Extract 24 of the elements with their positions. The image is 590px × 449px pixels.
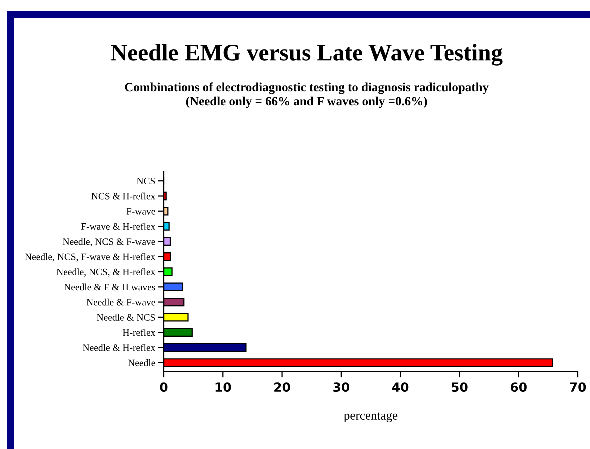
x-tick-label: 60 [510, 382, 527, 392]
x-tick-label: 10 [216, 382, 232, 392]
y-tick-label: Needle, NCS & F-wave [63, 238, 156, 247]
y-tick-label: NCS & H-reflex [92, 192, 156, 200]
y-tick-label: Needle & F & H waves [64, 284, 156, 291]
y-tick-label: Needle, NCS, & H-reflex [56, 268, 156, 277]
y-tick-label: H-reflex [123, 329, 156, 336]
x-axis-title: percentage [344, 412, 398, 423]
y-tick-label: Needle & NCS [97, 314, 156, 321]
y-tick-label: Needle, NCS, F-wave & H-reflex [25, 253, 156, 262]
x-tick-label: 20 [274, 382, 290, 392]
y-tick-label: F-wave [126, 208, 156, 215]
x-tick-label: 50 [452, 382, 468, 392]
x-tick-label: 70 [570, 382, 586, 392]
x-tick-label: 40 [392, 382, 409, 392]
chart-subtitle: Combinations of electrodiagnostic testing to diagnosis radiculopathy (Needle only = 66% and F waves only =0.6%) [125, 82, 489, 108]
y-tick-label: F-wave & H-reflex [81, 223, 156, 230]
x-tick-label: 0 [160, 382, 168, 392]
y-tick-label: Needle & F-wave [86, 298, 156, 306]
y-tick-label: Needle & H-reflex [83, 344, 156, 352]
chart-title: Needle EMG versus Late Wave Testing [111, 44, 503, 66]
x-tick-label: 30 [334, 382, 350, 392]
y-tick-label: NCS [137, 178, 156, 185]
y-tick-label: Needle [128, 360, 156, 366]
